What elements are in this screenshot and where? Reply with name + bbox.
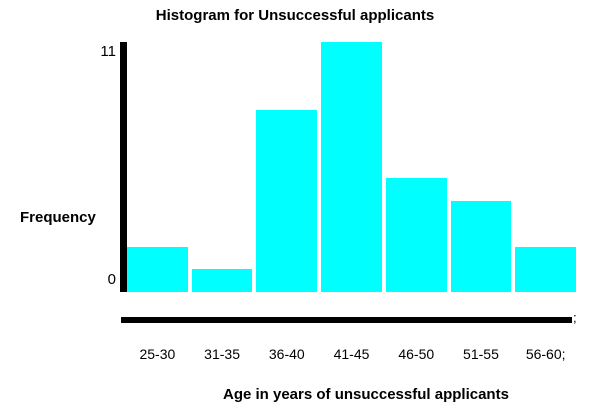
x-tick-label: 25-30 bbox=[139, 346, 176, 362]
y-axis-title: Frequency bbox=[20, 209, 96, 226]
bar-31-35 bbox=[191, 269, 253, 292]
x-tick-label: 46-50 bbox=[398, 346, 435, 362]
x-tick-label: 31-35 bbox=[204, 346, 240, 362]
x-tick-label: 56-60; bbox=[525, 346, 566, 362]
x-tick-label: 51-55 bbox=[463, 346, 499, 362]
chart-title: Histogram for Unsuccessful applicants bbox=[155, 7, 435, 24]
bar-56-60- bbox=[515, 246, 577, 292]
x-axis-title: Age in years of unsuccessful applicants bbox=[223, 386, 509, 403]
bar-25-30 bbox=[127, 246, 188, 292]
bars-area bbox=[127, 42, 577, 292]
x-axis-line bbox=[121, 317, 572, 323]
bar-46-50 bbox=[385, 178, 447, 292]
x-axis-end-mark: ; bbox=[573, 310, 577, 325]
x-tick-label: 41-45 bbox=[333, 346, 370, 362]
y-axis-tick-label-max: 11 bbox=[100, 43, 116, 60]
x-tick-label: 36-40 bbox=[268, 346, 305, 362]
bar-36-40 bbox=[256, 110, 318, 292]
x-axis-tick-labels: 25-30 31-35 36-40 41-45 46-50 51-55 56-60; bbox=[127, 346, 576, 362]
y-axis-tick-label-zero: 0 bbox=[107, 271, 116, 288]
bar-51-55 bbox=[450, 201, 512, 292]
y-axis-line bbox=[120, 42, 127, 292]
bar-41-45 bbox=[321, 42, 382, 292]
